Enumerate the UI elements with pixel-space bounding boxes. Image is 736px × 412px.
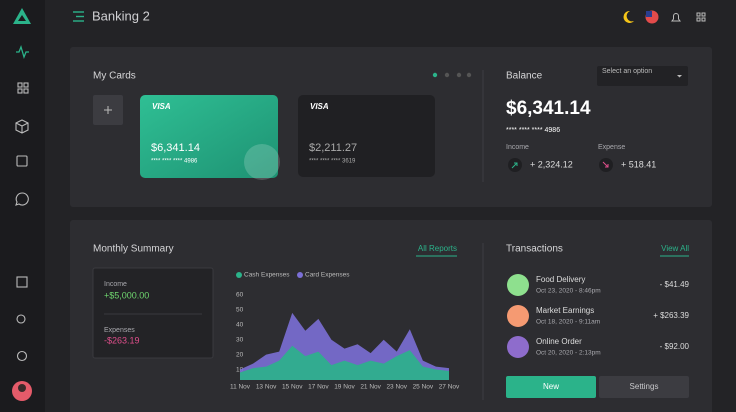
legend-label: Card Expenses <box>305 272 350 279</box>
card-number: **** **** **** 4986 <box>151 159 198 165</box>
y-tick-label: 20 <box>236 351 244 358</box>
x-tick-label: 15 Nov <box>282 384 303 391</box>
x-tick-label: 23 Nov <box>386 384 407 391</box>
card-balance: $6,341.14 <box>151 142 200 154</box>
x-tick-label: 27 Nov <box>439 384 460 391</box>
income-label: Income <box>104 281 127 288</box>
nav-chip[interactable] <box>16 155 28 167</box>
x-tick-label: 13 Nov <box>256 384 277 391</box>
arrow-down <box>602 161 609 168</box>
button[interactable] <box>506 376 596 398</box>
summary-panel <box>70 220 712 412</box>
area <box>240 345 449 380</box>
transaction-amount: + $263.39 <box>653 311 689 320</box>
page-title: Banking 2 <box>92 8 150 23</box>
legend-swatch <box>297 272 303 278</box>
select-arrow <box>677 75 682 78</box>
link[interactable]: View All <box>661 244 689 253</box>
carousel-dot[interactable] <box>444 72 450 78</box>
button-label: Settings <box>630 382 659 391</box>
nav-settings[interactable] <box>16 350 28 362</box>
nav-box[interactable] <box>15 119 29 134</box>
y-tick-label: 40 <box>236 322 244 329</box>
y-tick-label: 60 <box>236 292 244 299</box>
x-tick-label: 25 Nov <box>413 384 434 391</box>
select[interactable] <box>597 66 688 86</box>
apps[interactable] <box>696 12 706 22</box>
notifications[interactable] <box>671 13 681 22</box>
link[interactable]: All Reports <box>418 244 457 253</box>
menu-toggle[interactable] <box>73 11 84 22</box>
avatar-face <box>18 384 26 392</box>
y-tick-label: 10 <box>236 366 244 373</box>
carousel-dot[interactable] <box>466 72 472 78</box>
carousel-dot[interactable] <box>456 72 462 78</box>
x-tick-label: 11 Nov <box>230 384 251 391</box>
income-amount: + 2,324.12 <box>530 159 573 169</box>
transaction-icon <box>507 336 529 358</box>
income-value: +$5,000.00 <box>104 290 149 300</box>
card-brand: VISA <box>310 102 329 111</box>
section-title: Balance <box>506 71 543 82</box>
transaction-icon <box>507 274 529 296</box>
flag-canton <box>646 11 652 17</box>
theme-toggle[interactable] <box>623 10 634 23</box>
balance-amount: $6,341.14 <box>506 98 591 119</box>
transaction-name: Food Delivery <box>536 275 585 284</box>
transaction-icon <box>507 305 529 327</box>
y-tick-label: 50 <box>236 307 244 314</box>
transaction-date: Oct 20, 2020 - 2:13pm <box>536 350 601 357</box>
transaction-name: Online Order <box>536 337 582 346</box>
button[interactable] <box>599 376 689 398</box>
card[interactable] <box>298 95 435 177</box>
nav-search[interactable] <box>16 314 26 324</box>
card-number: **** **** **** 3619 <box>309 159 356 165</box>
select-label: Select an option <box>602 68 653 75</box>
transaction-date: Oct 23, 2020 - 8:46pm <box>536 288 601 295</box>
card-balance: $2,211.27 <box>309 142 357 154</box>
balance-card-number: **** **** **** 4986 <box>506 127 560 134</box>
carousel-dot[interactable] <box>432 72 438 78</box>
card-decoration <box>244 144 280 180</box>
x-tick-label: 17 Nov <box>308 384 329 391</box>
income-label: Income <box>506 144 529 151</box>
x-tick-label: 21 Nov <box>360 384 381 391</box>
expense-label: Expense <box>598 144 625 151</box>
transaction-name: Market Earnings <box>536 306 594 315</box>
expenses-label: Expenses <box>104 327 135 334</box>
transaction-amount: - $92.00 <box>660 342 690 351</box>
legend-label: Cash Expenses <box>244 272 290 279</box>
select-label-box: Select an option <box>602 68 653 75</box>
section-title: Monthly Summary <box>93 244 174 255</box>
nav-activity[interactable] <box>16 45 29 59</box>
expense-amount: + 518.41 <box>621 159 656 169</box>
logo[interactable] <box>13 8 31 24</box>
summary-box <box>92 267 214 359</box>
arrow-up <box>511 162 518 169</box>
y-tick-label: 30 <box>236 336 244 343</box>
nav-panel[interactable] <box>16 276 28 288</box>
button-label: New <box>543 382 559 391</box>
legend-swatch <box>236 272 242 278</box>
area-chart: 10 20 30 40 50 60 11 Nov 13 Nov 15 Nov 17 Nov 19 N… <box>230 272 460 391</box>
section-title: Transactions <box>506 244 563 255</box>
section-title: My Cards <box>93 71 136 82</box>
transaction-date: Oct 18, 2020 - 9:11am <box>536 319 600 326</box>
card[interactable] <box>140 95 278 178</box>
transaction-amount: - $41.49 <box>660 280 690 289</box>
plus-icon <box>104 106 112 114</box>
nav-grid[interactable] <box>17 82 29 94</box>
x-tick-label: 19 Nov <box>334 384 355 391</box>
nav-chat[interactable] <box>15 192 29 206</box>
sidebar <box>0 0 45 412</box>
expenses-value: -$263.19 <box>104 335 140 345</box>
card-brand: VISA <box>152 102 171 111</box>
